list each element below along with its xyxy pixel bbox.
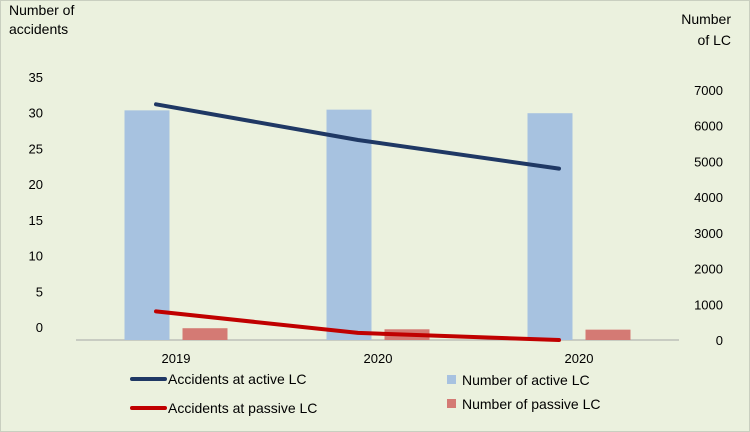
legend: Accidents at active LC Accidents at passi… bbox=[130, 371, 601, 416]
right-axis-title-line1: Number bbox=[681, 11, 731, 27]
left-tick-label: 15 bbox=[29, 213, 43, 228]
left-axis-ticks: 0 5 10 15 20 25 30 35 bbox=[29, 70, 43, 335]
left-tick-label: 30 bbox=[29, 106, 43, 121]
right-tick-label: 5000 bbox=[694, 154, 723, 169]
right-axis-title-line2: of LC bbox=[698, 32, 731, 48]
x-tick-label: 2019 bbox=[162, 351, 191, 366]
left-axis-title-line1: Number of bbox=[9, 2, 74, 18]
left-tick-label: 25 bbox=[29, 141, 43, 156]
legend-label-active-lc: Number of active LC bbox=[462, 372, 590, 388]
right-tick-label: 4000 bbox=[694, 190, 723, 205]
active-lc-accidents-line bbox=[154, 102, 561, 171]
right-axis-ticks: 0 1000 2000 3000 4000 5000 6000 7000 bbox=[694, 83, 723, 348]
legend-label-active-accidents: Accidents at active LC bbox=[168, 371, 307, 387]
bar-series bbox=[124, 109, 631, 341]
left-axis-title-line2: accidents bbox=[9, 21, 68, 37]
active-lc-bar bbox=[124, 110, 170, 340]
left-tick-label: 5 bbox=[36, 284, 43, 299]
right-tick-label: 7000 bbox=[694, 83, 723, 98]
right-tick-label: 0 bbox=[716, 333, 723, 348]
left-tick-label: 0 bbox=[36, 320, 43, 335]
right-tick-label: 3000 bbox=[694, 226, 723, 241]
right-tick-label: 1000 bbox=[694, 297, 723, 312]
line-series bbox=[154, 102, 561, 342]
left-tick-label: 10 bbox=[29, 249, 43, 264]
passive-lc-bar bbox=[585, 329, 631, 340]
x-tick-label: 2020 bbox=[565, 351, 594, 366]
x-axis-ticks: 2019 2020 2020 bbox=[162, 351, 594, 366]
active-lc-bar bbox=[527, 113, 573, 340]
passive-lc-accidents-line bbox=[154, 309, 561, 342]
left-tick-label: 20 bbox=[29, 177, 43, 192]
legend-swatch-active-lc bbox=[447, 375, 456, 384]
legend-label-passive-lc: Number of passive LC bbox=[462, 396, 601, 412]
right-tick-label: 6000 bbox=[694, 119, 723, 134]
active-lc-bar bbox=[326, 109, 372, 341]
left-tick-label: 35 bbox=[29, 70, 43, 85]
legend-swatch-passive-lc bbox=[447, 399, 456, 408]
x-tick-label: 2020 bbox=[364, 351, 393, 366]
legend-label-passive-accidents: Accidents at passive LC bbox=[168, 400, 317, 416]
right-tick-label: 2000 bbox=[694, 262, 723, 277]
passive-lc-bar bbox=[182, 328, 228, 340]
